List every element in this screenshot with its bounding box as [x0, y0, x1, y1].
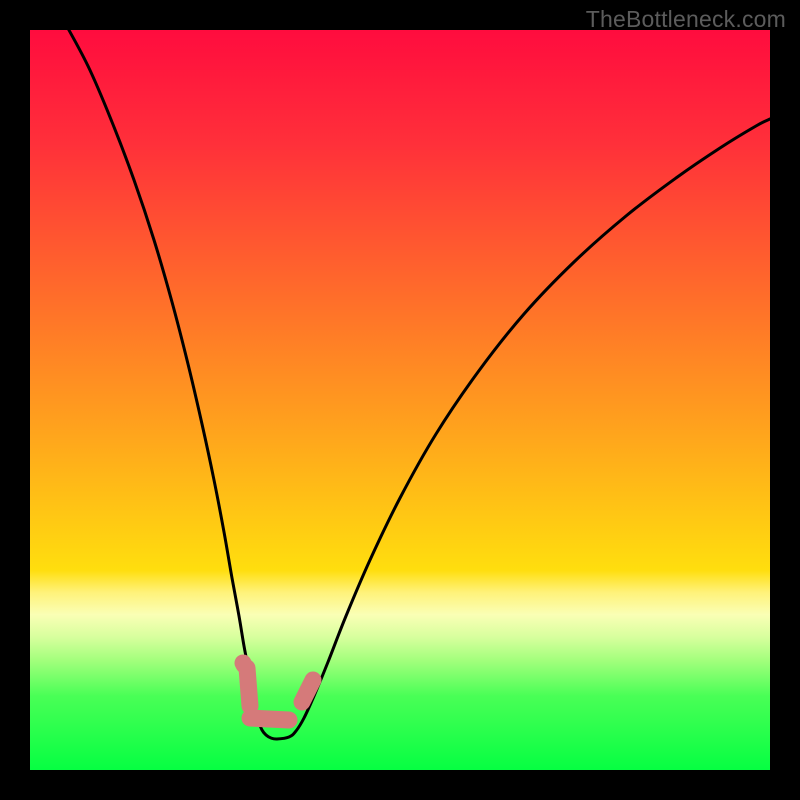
highlight-markers	[243, 663, 313, 720]
marker-L_dot	[243, 663, 244, 665]
chart-svg-layer	[0, 0, 800, 800]
marker-short_right_tick	[302, 680, 313, 702]
bottleneck-curve	[60, 14, 770, 739]
marker-L_left_vertical	[247, 668, 250, 706]
marker-L_bottom	[250, 718, 289, 720]
